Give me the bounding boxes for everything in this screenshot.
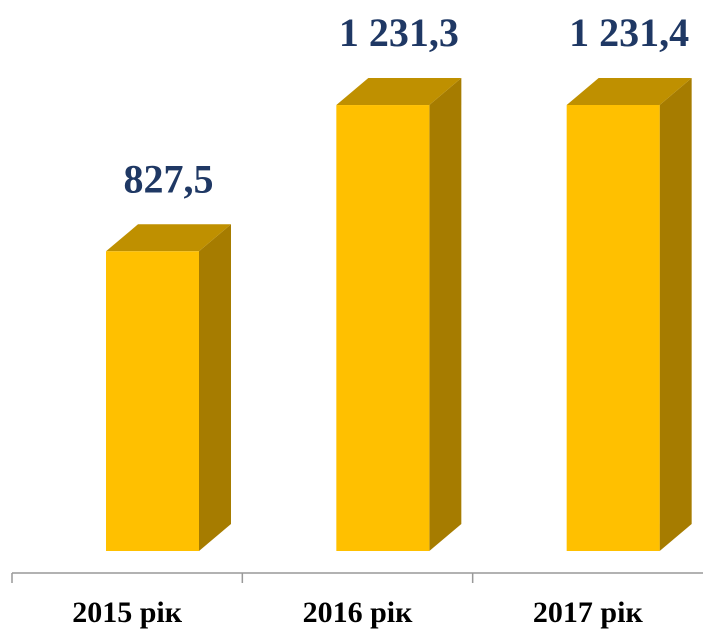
bar-side — [659, 78, 692, 551]
bar-side — [429, 78, 462, 551]
bar-side — [199, 224, 231, 552]
x-tick-label: 2016 рік — [303, 596, 414, 629]
data-label: 1 231,4 — [569, 10, 689, 55]
bar — [106, 251, 199, 552]
x-tick-label: 2017 рік — [533, 596, 644, 629]
bar — [336, 105, 430, 551]
bar-top — [336, 78, 462, 106]
x-tick-label: 2015 рік — [72, 596, 183, 629]
data-label: 827,5 — [124, 156, 214, 201]
bar-top — [106, 224, 231, 252]
bar-top — [566, 78, 692, 105]
data-label: 1 231,3 — [339, 10, 459, 55]
bar — [566, 105, 660, 551]
